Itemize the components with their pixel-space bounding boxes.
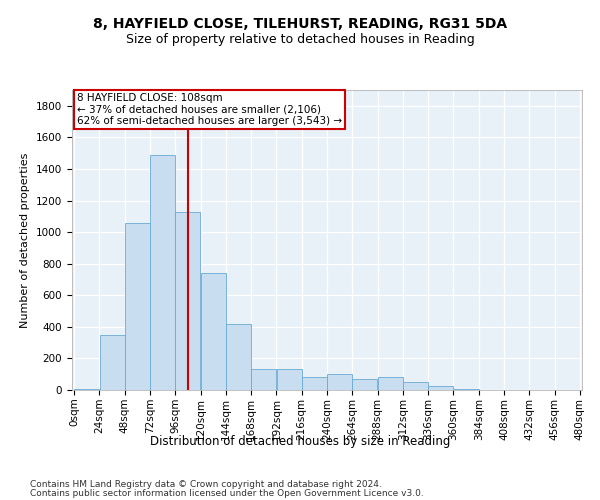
Text: 8 HAYFIELD CLOSE: 108sqm
← 37% of detached houses are smaller (2,106)
62% of sem: 8 HAYFIELD CLOSE: 108sqm ← 37% of detach…	[77, 93, 342, 126]
Text: Distribution of detached houses by size in Reading: Distribution of detached houses by size …	[150, 435, 450, 448]
Bar	[74, 389, 99, 390]
Bar	[251, 370, 276, 390]
Bar	[201, 273, 226, 390]
Text: Contains public sector information licensed under the Open Government Licence v3: Contains public sector information licen…	[30, 489, 424, 498]
Bar	[454, 389, 479, 390]
Bar	[302, 378, 327, 390]
Bar	[378, 376, 403, 390]
Bar	[175, 212, 200, 390]
Y-axis label: Number of detached properties: Number of detached properties	[20, 152, 31, 328]
Bar	[403, 382, 428, 390]
Bar	[100, 334, 125, 390]
Bar	[327, 374, 352, 390]
Bar	[277, 370, 302, 390]
Bar	[125, 222, 150, 390]
Text: Contains HM Land Registry data © Crown copyright and database right 2024.: Contains HM Land Registry data © Crown c…	[30, 480, 382, 489]
Bar	[226, 324, 251, 390]
Bar	[150, 154, 175, 390]
Text: Size of property relative to detached houses in Reading: Size of property relative to detached ho…	[125, 32, 475, 46]
Text: 8, HAYFIELD CLOSE, TILEHURST, READING, RG31 5DA: 8, HAYFIELD CLOSE, TILEHURST, READING, R…	[93, 18, 507, 32]
Bar	[352, 379, 377, 390]
Bar	[428, 386, 453, 390]
